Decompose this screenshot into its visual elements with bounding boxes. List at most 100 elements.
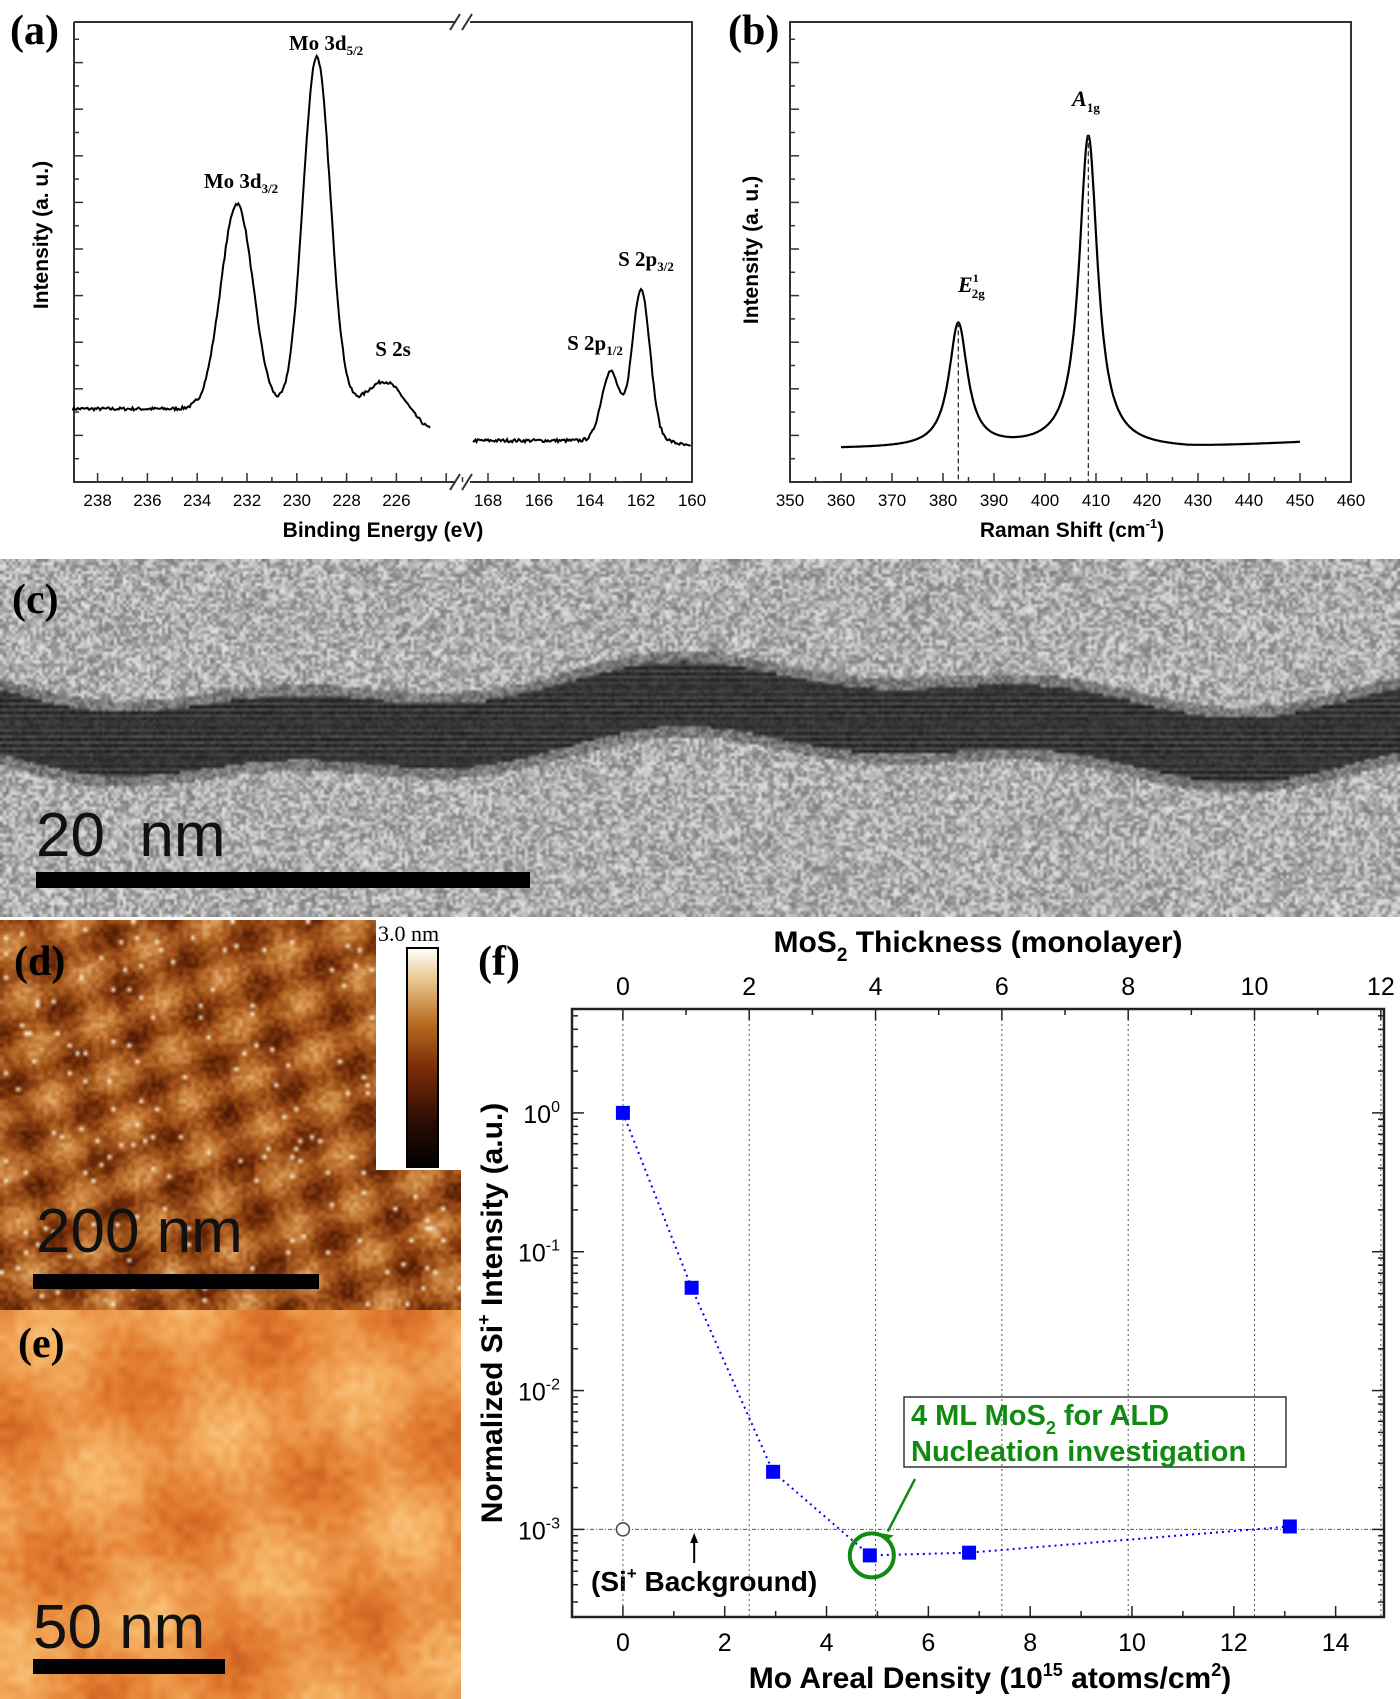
x-tick-label: 380 — [929, 491, 957, 510]
x-tick-label: 4 — [820, 1629, 834, 1657]
x-axis-label: Raman Shift (cm-1) — [980, 516, 1164, 542]
y-axis-label: Intensity (a. u.) — [740, 176, 763, 324]
x-tick-label: 232 — [233, 491, 261, 510]
top-x-tick-label: 8 — [1121, 973, 1135, 1001]
top-x-tick-label: 10 — [1241, 973, 1269, 1001]
top-x-tick-label: 4 — [869, 973, 883, 1001]
scale-bar-label: 50 nm — [33, 1593, 205, 1662]
peak-label-mo3d52: Mo 3d5/2 — [289, 31, 363, 58]
data-point — [862, 1548, 877, 1563]
x-tick-label: 168 — [474, 491, 502, 510]
peak-label-mo3d32: Mo 3d3/2 — [204, 169, 278, 196]
x-tick-label: 234 — [183, 491, 211, 510]
data-point — [766, 1464, 781, 1479]
panel-a-xps-chart: (a) Binding Energy (eV) Intensity (a. u.… — [10, 8, 706, 542]
spectrum-line — [71, 53, 431, 429]
peak-label-e2g: E1 2g — [957, 271, 985, 301]
x-tick-label: 360 — [827, 491, 855, 510]
top-x-tick-label: 2 — [742, 973, 756, 1001]
x-tick-label: 228 — [332, 491, 360, 510]
x-tick-label: 2 — [718, 1629, 732, 1657]
x-axis-label: Binding Energy (eV) — [283, 519, 484, 542]
data-series-line — [621, 1112, 1290, 1557]
x-axis-label: Mo Areal Density (1015 atoms/cm2) — [749, 1660, 1231, 1695]
plot-frame — [73, 21, 693, 483]
x-tick-label: 440 — [1235, 491, 1263, 510]
annotation-arrow-head — [881, 1533, 894, 1542]
data-point — [1282, 1519, 1297, 1534]
panel-label-f: (f) — [478, 939, 520, 985]
x-tick-label: 226 — [382, 491, 410, 510]
top-x-tick-label: 6 — [995, 973, 1009, 1001]
raman-spectrum-line — [841, 134, 1300, 449]
peak-label-s2p12: S 2p1/2 — [567, 331, 623, 358]
x-tick-label: 12 — [1220, 1629, 1248, 1657]
panel-c-tem: (c) 20 nm — [12, 577, 530, 888]
colorbar — [406, 947, 439, 1168]
x-tick-label: 400 — [1031, 491, 1059, 510]
top-x-axis-label: MoS2 Thickness (monolayer) — [773, 926, 1182, 966]
data-point — [615, 1105, 630, 1120]
top-x-tick-label: 12 — [1367, 973, 1395, 1001]
panel-label-d: (d) — [14, 939, 65, 985]
x-tick-label: 460 — [1337, 491, 1365, 510]
axis-break-mark — [449, 473, 473, 491]
scale-bar — [33, 1659, 225, 1674]
x-tick-label: 350 — [776, 491, 804, 510]
x-tick-label: 370 — [878, 491, 906, 510]
scale-bar-label: 200 nm — [36, 1197, 243, 1266]
x-tick-label: 14 — [1322, 1629, 1350, 1657]
panel-label-c: (c) — [12, 577, 59, 623]
top-x-tick-label: 0 — [616, 973, 630, 1001]
x-tick-label: 430 — [1184, 491, 1212, 510]
x-tick-label: 390 — [980, 491, 1008, 510]
panel-label-a: (a) — [10, 8, 59, 54]
background-point — [615, 1522, 631, 1537]
x-tick-label: 6 — [921, 1629, 935, 1657]
spectrum-line — [472, 287, 692, 447]
x-tick-label: 160 — [678, 491, 706, 510]
x-tick-label: 162 — [627, 491, 655, 510]
x-tick-label: 164 — [576, 491, 604, 510]
y-tick-label: 100 — [523, 1099, 560, 1129]
scale-bar-label: 20 nm — [36, 801, 226, 870]
annotation-arrow — [886, 1478, 917, 1532]
plot-frame — [789, 21, 1352, 483]
panel-label-e: (e) — [18, 1321, 65, 1367]
x-tick-label: 230 — [283, 491, 311, 510]
x-tick-label: 238 — [83, 491, 111, 510]
x-tick-label: 10 — [1118, 1629, 1146, 1657]
y-tick-label: 10-1 — [518, 1238, 560, 1268]
y-tick-label: 10-3 — [518, 1515, 560, 1545]
x-tick-label: 0 — [616, 1629, 630, 1657]
data-point — [684, 1280, 699, 1295]
peak-label-s2p32: S 2p3/2 — [618, 247, 674, 274]
x-tick-label: 166 — [525, 491, 553, 510]
y-axis-label: Normalized Si+ Intensity (a.u.) — [474, 1103, 509, 1524]
axis-break-mark — [449, 13, 473, 31]
tem-image — [0, 559, 1400, 917]
x-tick-label: 236 — [133, 491, 161, 510]
panel-e-afm: (e) 50 nm — [18, 1321, 225, 1674]
x-tick-label: 8 — [1023, 1629, 1037, 1657]
x-tick-label: 410 — [1082, 491, 1110, 510]
scale-bar — [36, 872, 530, 888]
panel-f-sims-chart: (f) MoS2 Thickness (monolayer) Mo Areal … — [462, 918, 1400, 1699]
panel-label-b: (b) — [728, 8, 779, 54]
panel-b-raman-chart: (b) Raman Shift (cm-1) Intensity (a. u.)… — [728, 8, 1365, 542]
background-label: (Si+ Background) — [591, 1564, 817, 1597]
afm-image-50nm — [0, 1310, 461, 1699]
peak-label-a1g: A1g — [1070, 86, 1100, 115]
scale-bar — [33, 1274, 319, 1289]
y-axis-label: Intensity (a. u.) — [30, 161, 53, 309]
highlight-circle — [847, 1531, 896, 1580]
x-tick-label: 420 — [1133, 491, 1161, 510]
panel-d-afm: (d) 3.0 nm 200 nm — [14, 920, 461, 1289]
peak-label-s2s: S 2s — [375, 337, 411, 361]
annotation-line-2: Nucleation investigation — [911, 1436, 1246, 1468]
colorbar-max-label: 3.0 nm — [378, 921, 439, 946]
y-tick-label: 10-2 — [518, 1377, 560, 1407]
background-arrow-head — [690, 1533, 699, 1543]
